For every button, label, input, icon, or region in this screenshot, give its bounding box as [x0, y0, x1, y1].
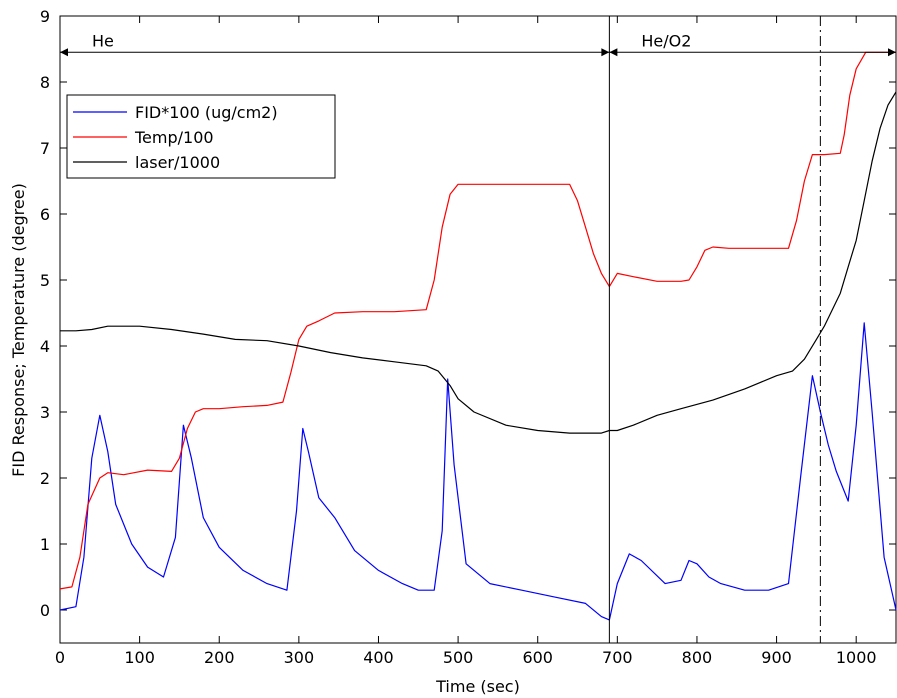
x-tick-label: 200	[204, 648, 235, 667]
arrow-head-left-1	[609, 48, 618, 57]
legend: FID*100 (ug/cm2) Temp/100 laser/1000	[66, 94, 336, 179]
arrow-head-right-0	[601, 48, 610, 57]
x-tick-label: 900	[761, 648, 792, 667]
y-tick-label: 3	[40, 403, 50, 422]
x-tick-label: 0	[55, 648, 65, 667]
y-tick-label: 8	[40, 73, 50, 92]
y-axis-label: FID Response; Temperature (degree)	[9, 183, 28, 477]
lines-layer	[60, 51, 897, 621]
arrow-head-left-0	[60, 48, 68, 57]
x-tick-label: 400	[363, 648, 394, 667]
series-line-2	[60, 91, 897, 434]
arrow-head-right-1	[888, 48, 896, 57]
legend-label-0: FID*100 (ug/cm2)	[135, 103, 278, 122]
legend-label-2: laser/1000	[135, 153, 220, 172]
x-axis-label: Time (sec)	[435, 677, 520, 696]
x-tick-label: 800	[682, 648, 713, 667]
x-tick-label: 300	[284, 648, 315, 667]
y-tick-label: 4	[40, 337, 50, 356]
y-tick-label: 1	[40, 535, 50, 554]
y-tick-label: 9	[40, 7, 50, 26]
y-tick-label: 7	[40, 139, 50, 158]
x-tick-label: 1000	[836, 648, 877, 667]
x-tick-label: 100	[124, 648, 155, 667]
series-line-0	[60, 322, 897, 621]
x-tick-label: 700	[602, 648, 633, 667]
x-tick-label: 500	[443, 648, 474, 667]
series-line-1	[60, 51, 896, 590]
y-tick-label: 6	[40, 205, 50, 224]
annotation-label-0: He	[92, 31, 114, 50]
y-tick-label: 2	[40, 469, 50, 488]
ticks-layer: 0 100 200 300 400 500 600 700 800 900 1000 0 1 2 3 4 5 6 7…	[40, 7, 896, 667]
y-tick-label: 0	[40, 601, 50, 620]
annotations-layer: He He/O2	[60, 16, 896, 643]
annotation-label-1: He/O2	[641, 31, 691, 50]
legend-label-1: Temp/100	[134, 128, 214, 147]
x-tick-label: 600	[522, 648, 553, 667]
y-tick-label: 5	[40, 271, 50, 290]
